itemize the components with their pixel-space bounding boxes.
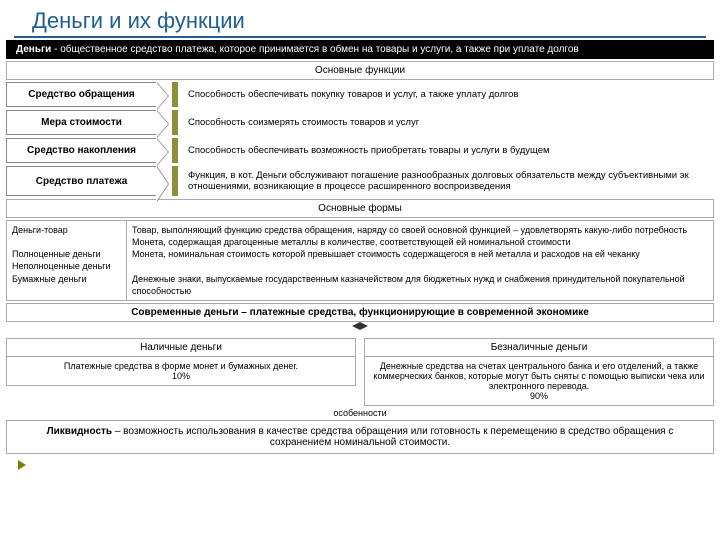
function-name: Средство накопления	[6, 138, 156, 163]
definition-term: Деньги	[16, 44, 51, 55]
olive-divider	[172, 166, 178, 196]
noncash-column: Безналичные деньги Денежные средства на …	[364, 338, 714, 406]
connector-row-top	[6, 324, 714, 336]
modern-money-bar: Современные деньги – платежные средства,…	[6, 303, 714, 322]
olive-divider	[172, 138, 178, 163]
features-label: особенности	[0, 408, 720, 418]
form-definitions: Товар, выполняющий функцию средства обра…	[127, 221, 713, 300]
noncash-header: Безналичные деньги	[364, 338, 714, 357]
olive-divider	[172, 82, 178, 107]
modern-money-text: Современные деньги – платежные средства,…	[131, 307, 589, 318]
page-title: Деньги и их функции	[14, 0, 706, 38]
olive-divider	[172, 110, 178, 135]
liquidity-text: – возможность использования в качестве с…	[112, 426, 673, 448]
cash-header: Наличные деньги	[6, 338, 356, 357]
function-row: Средство накопления Способность обеспечив…	[6, 138, 714, 163]
definition-bar: Деньги - общественное средство платежа, …	[6, 40, 714, 59]
form-terms: Деньги-товар Полноценные деньги Неполноц…	[7, 221, 127, 300]
liquidity-box: Ликвидность – возможность использования …	[6, 420, 714, 454]
function-desc: Функция, в кот. Деньги обслуживают погаш…	[182, 166, 714, 196]
definition-text: - общественное средство платежа, которое…	[51, 44, 578, 55]
forms-header: Основные формы	[6, 199, 714, 218]
liquidity-term: Ликвидность	[47, 426, 112, 437]
cash-body: Платежные средства в форме монет и бумаж…	[6, 357, 356, 386]
forms-table: Деньги-товар Полноценные деньги Неполноц…	[6, 220, 714, 301]
function-desc: Способность соизмерять стоимость товаров…	[182, 110, 714, 135]
function-row: Средство обращения Способность обеспечива…	[6, 82, 714, 107]
bullet-marker	[18, 460, 26, 470]
money-types-row: Наличные деньги Платежные средства в фор…	[6, 338, 714, 406]
function-desc: Способность обеспечивать покупку товаров…	[182, 82, 714, 107]
function-name: Средство обращения	[6, 82, 156, 107]
diamond-connector	[352, 322, 368, 330]
functions-header: Основные функции	[6, 61, 714, 80]
function-desc: Способность обеспечивать возможность при…	[182, 138, 714, 163]
function-row: Мера стоимости Способность соизмерять сто…	[6, 110, 714, 135]
noncash-body: Денежные средства на счетах центрального…	[364, 357, 714, 406]
function-name: Мера стоимости	[6, 110, 156, 135]
function-name: Средство платежа	[6, 166, 156, 196]
function-row: Средство платежа Функция, в кот. Деньги о…	[6, 166, 714, 196]
cash-column: Наличные деньги Платежные средства в фор…	[6, 338, 356, 406]
